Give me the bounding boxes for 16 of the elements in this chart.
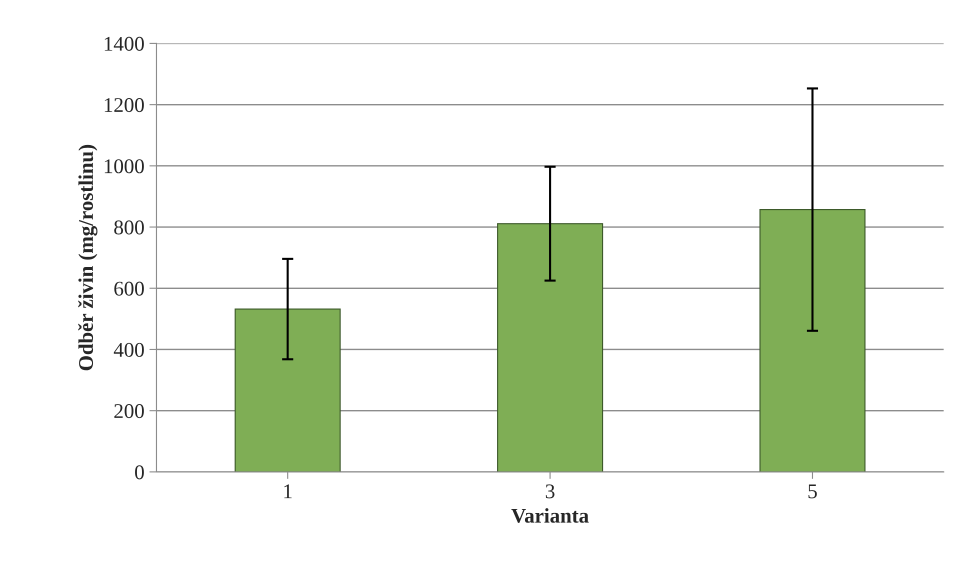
y-tick-label: 1400 [104, 36, 144, 51]
x-tick-label: 1 [284, 484, 292, 498]
bar [234, 308, 341, 472]
y-tick-label: 800 [114, 220, 144, 234]
y-tick-label: 0 [135, 465, 144, 480]
y-tick-label: 400 [114, 342, 144, 357]
x-tick-label: 3 [546, 484, 554, 498]
y-tick-label: 200 [114, 404, 144, 418]
bar [497, 223, 604, 472]
y-tick-label: 1000 [104, 159, 144, 174]
x-tick-label: 5 [808, 484, 817, 498]
y-tick-label: 1200 [104, 98, 144, 112]
x-axis-title: Varianta [511, 508, 589, 523]
y-axis-title: Odběr živin (mg/rostlinu) [78, 144, 98, 370]
y-tick-label: 600 [114, 282, 144, 296]
bar [759, 209, 866, 472]
